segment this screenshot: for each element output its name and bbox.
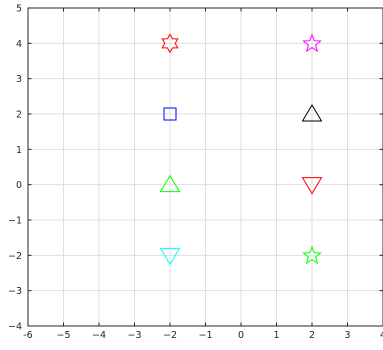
x-tick-label: 3 — [344, 330, 350, 341]
square-marker — [163, 107, 177, 121]
y-tick-label: 4 — [16, 39, 22, 50]
y-tick-label: −3 — [8, 286, 22, 297]
x-tick-label: 2 — [309, 330, 315, 341]
grid-layer — [28, 8, 383, 326]
marker-layer — [159, 33, 323, 266]
x-tick-label: −5 — [56, 330, 70, 341]
x-tick-label: -6 — [23, 330, 32, 341]
triangle-up-marker — [159, 174, 181, 193]
y-tick-label: 0 — [16, 180, 22, 191]
y-tick-label: 1 — [16, 145, 22, 156]
y-tick-label: −4 — [8, 322, 22, 333]
triangle-down-marker — [301, 177, 323, 195]
pentagram-marker — [302, 245, 322, 265]
y-tick-label: 2 — [16, 110, 22, 121]
triangle-down-marker — [159, 247, 181, 266]
x-tick-label: 0 — [238, 330, 244, 341]
x-tick-label: −2 — [163, 330, 177, 341]
tick-label-layer: -6 −5 −4 −3 −2 −1 0 1 2 3 4 −4 −3 −2 −1 0 1 2 3 4 5 — [8, 4, 383, 342]
x-tick-label: 4 — [380, 330, 383, 341]
y-tick-label: −2 — [8, 251, 22, 262]
y-tick-label: −1 — [8, 216, 22, 227]
x-tick-label: 1 — [273, 330, 279, 341]
tick-layer — [27, 7, 383, 327]
x-tick-label: −4 — [92, 330, 106, 341]
triangle-up-marker — [301, 104, 323, 122]
x-tick-label: −1 — [198, 330, 212, 341]
y-tick-label: 5 — [16, 4, 22, 15]
x-tick-label: −3 — [127, 330, 141, 341]
y-tick-label: 3 — [16, 74, 22, 85]
pentagram-marker — [302, 33, 322, 53]
hexagram-marker — [161, 33, 179, 54]
